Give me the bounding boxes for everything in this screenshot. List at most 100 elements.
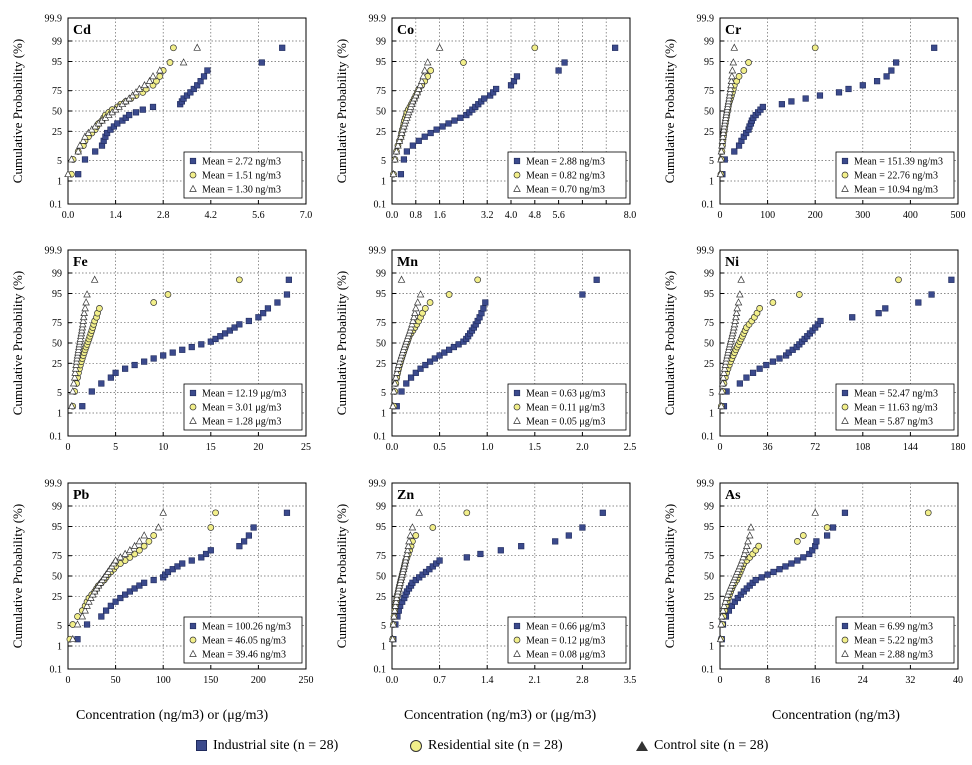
- residential-point: [145, 538, 153, 545]
- control-point: [135, 84, 144, 92]
- control-point: [68, 387, 77, 395]
- y-tick-label: 50: [52, 107, 62, 118]
- industrial-point: [250, 524, 257, 531]
- y-tick-label: 75: [704, 86, 714, 97]
- industrial-point: [197, 78, 204, 85]
- industrial-point: [579, 291, 586, 298]
- control-point: [193, 43, 201, 51]
- y-tick-label: 99.9: [697, 479, 715, 490]
- x-tick-label: 0: [66, 442, 71, 453]
- industrial-point: [731, 148, 738, 155]
- control-point: [392, 147, 401, 155]
- residential-point: [170, 44, 177, 52]
- legend-triangle-marker: [189, 416, 197, 424]
- industrial-point: [513, 73, 521, 80]
- panel-title: Cr: [725, 23, 741, 38]
- y-tick-label: 25: [704, 127, 714, 138]
- control-point: [140, 81, 149, 89]
- industrial-point: [859, 82, 866, 89]
- industrial-point: [764, 571, 771, 578]
- control-point: [435, 43, 444, 51]
- x-tick-label: 100: [760, 210, 775, 221]
- inset-legend-label: Mean = 0.63 μg/m3: [526, 389, 605, 400]
- y-tick-label: 75: [52, 551, 62, 562]
- control-point: [392, 373, 400, 381]
- control-point: [81, 132, 89, 140]
- control-point: [81, 304, 89, 312]
- industrial-point: [931, 44, 938, 51]
- control-point: [726, 88, 734, 96]
- y-tick-label: 0.1: [50, 200, 63, 211]
- inset-legend: [507, 616, 627, 664]
- y-tick-label: 99: [376, 36, 386, 47]
- panel-title: Cd: [73, 23, 91, 38]
- residential-point: [150, 299, 158, 306]
- y-tick-label: 5: [57, 388, 62, 399]
- y-tick-label: 50: [376, 572, 386, 583]
- industrial-point: [236, 543, 243, 550]
- industrial-point: [274, 299, 281, 306]
- y-tick-label: 50: [376, 107, 386, 118]
- industrial-point: [436, 557, 443, 564]
- residential-point: [735, 73, 743, 80]
- legend-circle-marker: [513, 636, 521, 644]
- inset-legend: [183, 616, 303, 664]
- control-point: [392, 593, 401, 601]
- y-tick-label: 25: [52, 127, 62, 138]
- y-tick-label: 0.1: [374, 665, 387, 676]
- industrial-point: [480, 305, 487, 312]
- inset-legend-label: Mean = 11.63 ng/m3: [854, 403, 938, 414]
- control-point: [179, 58, 188, 66]
- y-tick-label: 1: [381, 177, 386, 188]
- control-point: [718, 136, 727, 144]
- y-axis-label: Cumulative Probability (%): [10, 39, 25, 183]
- chart-panel-cd: 99.9 99 95 75 50 25 5 1 0.10.0 1.4 2.8 4.2 5.6 7.0 Cum…: [10, 14, 312, 222]
- industrial-point: [112, 369, 119, 376]
- y-tick-label: 99.9: [45, 246, 63, 257]
- industrial-point: [555, 67, 562, 74]
- x-tick-label: 1.4: [109, 210, 122, 221]
- control-point: [747, 523, 755, 531]
- chart-panel-mn: 99.9 99 95 75 50 25 5 1 0.10.0 0.5 1.0 1.5 2.0 2.5 Cum…: [334, 246, 636, 454]
- legend-square-marker: [841, 622, 849, 630]
- y-tick-label: 50: [376, 339, 386, 350]
- industrial-point: [400, 156, 408, 163]
- y-tick-label: 99.9: [697, 14, 715, 25]
- industrial-point: [187, 89, 194, 96]
- industrial-point: [285, 276, 292, 283]
- control-point: [718, 379, 727, 387]
- inset-legend-label: Mean = 0.82 ng/m3: [526, 171, 605, 182]
- legend-triangle-marker: [189, 184, 197, 192]
- control-point: [80, 308, 88, 317]
- control-point: [394, 141, 402, 149]
- legend-triangle-marker: [841, 649, 849, 657]
- industrial-point: [264, 305, 272, 312]
- y-tick-label: 25: [704, 592, 714, 603]
- control-point: [720, 364, 729, 372]
- control-point: [73, 620, 82, 628]
- control-point: [389, 620, 398, 628]
- control-point: [737, 275, 745, 283]
- residential-point: [166, 59, 174, 66]
- y-tick-label: 1: [57, 177, 62, 188]
- y-tick-label: 99: [704, 268, 714, 279]
- industrial-point: [132, 109, 140, 116]
- x-tick-label: 24: [858, 675, 868, 686]
- industrial-point: [397, 171, 405, 178]
- control-point: [719, 373, 728, 381]
- legend-circle-marker: [841, 403, 849, 411]
- x-tick-label: 3.5: [624, 675, 637, 686]
- control-point: [389, 169, 398, 178]
- x-tick-label: 72: [810, 442, 820, 453]
- industrial-point: [845, 85, 852, 93]
- industrial-point: [794, 557, 801, 564]
- industrial-point: [752, 576, 759, 584]
- control-point: [81, 606, 89, 614]
- residential-point: [427, 67, 435, 74]
- inset-legend-label: Mean = 0.70 ng/m3: [526, 185, 605, 196]
- industrial-point: [888, 67, 895, 74]
- y-axis-label: Cumulative Probability (%): [662, 271, 677, 415]
- y-tick-label: 5: [381, 156, 386, 167]
- residential-point: [531, 44, 539, 52]
- industrial-point: [88, 388, 95, 395]
